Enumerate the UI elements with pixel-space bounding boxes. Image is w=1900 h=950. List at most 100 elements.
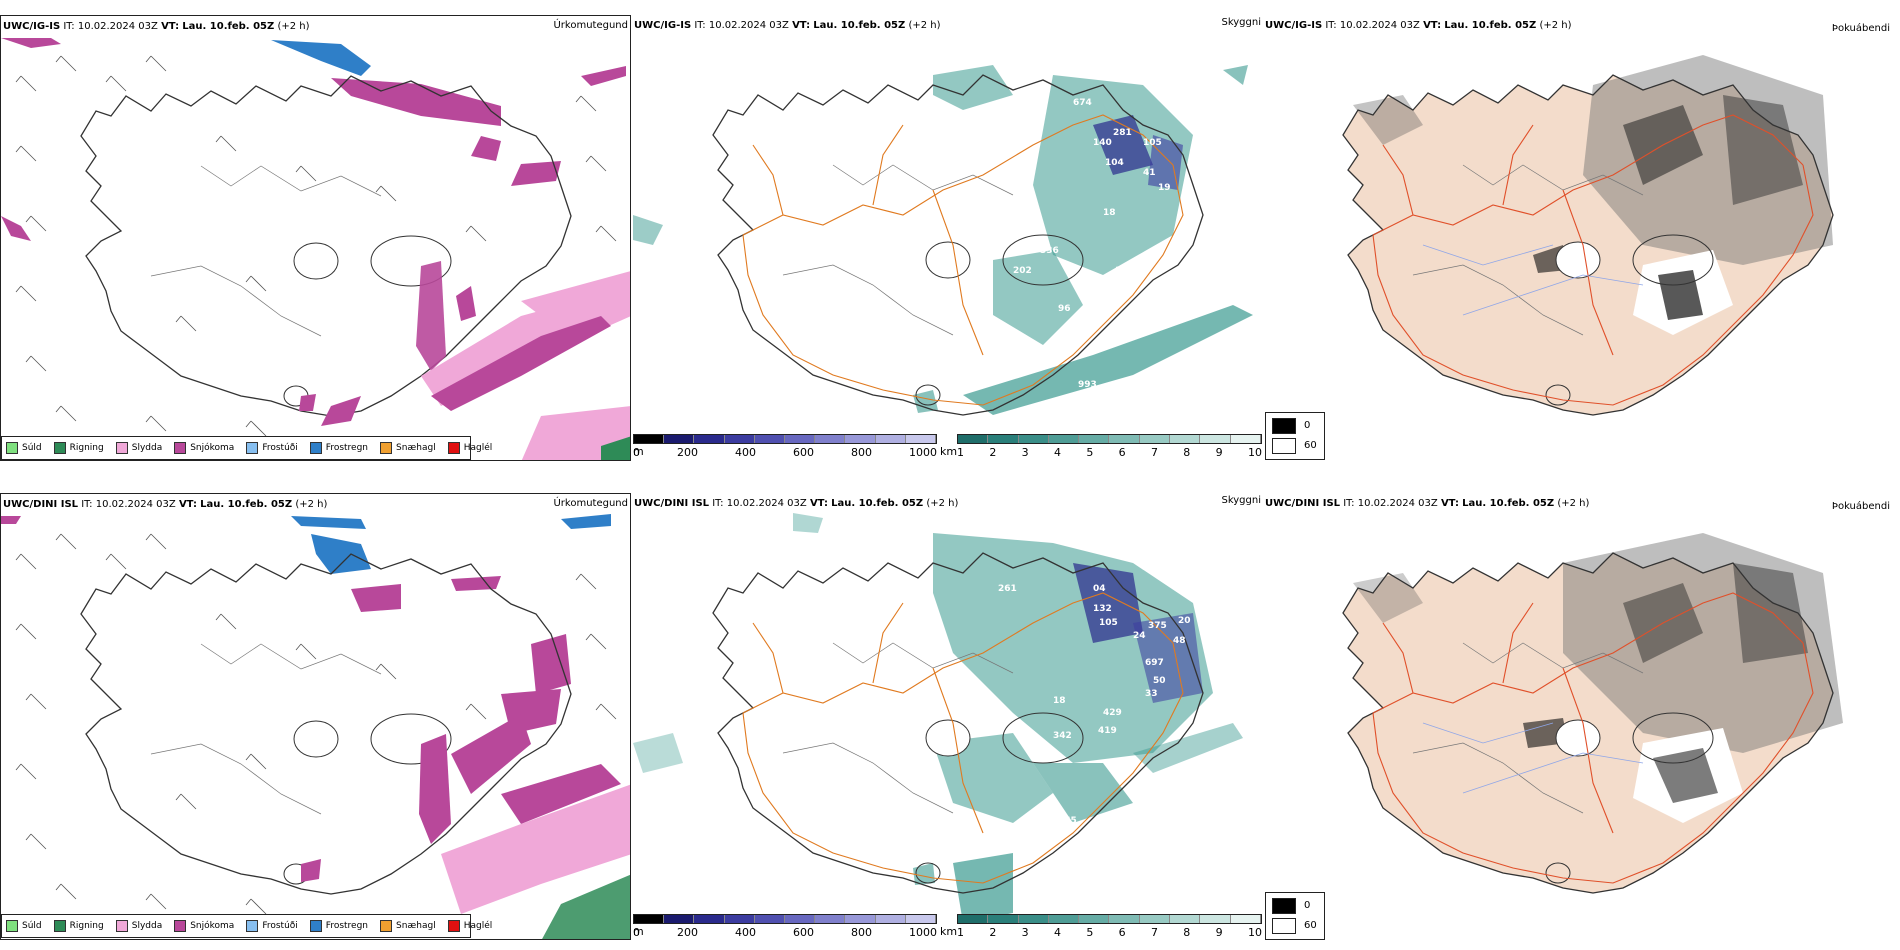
precip-type-panel-row1: UWC/IG-IS IT: 10.02.2024 03Z VT: Lau. 10… (0, 15, 631, 461)
precip-type-map-row2 (1, 514, 630, 939)
visibility-scale-km-row2: 1 2 3 4 5 6 7 8 9 10 (957, 914, 1262, 942)
panel-title-visibility-row2: Skyggni (1221, 495, 1261, 506)
vis-label: 429 (1103, 708, 1122, 718)
legend-item: Slydda (115, 920, 162, 932)
panel-title-fog-row1: Þokuábendi (1831, 23, 1890, 34)
vis-label: 261 (998, 584, 1017, 594)
vis-label: 419 (1098, 726, 1117, 736)
legend-swatch (6, 442, 18, 454)
vis-label: 24 (1133, 631, 1146, 641)
scale-unit-m-row1: m (633, 445, 644, 458)
scale-cells (957, 914, 1262, 924)
vis-label: 20 (1178, 616, 1191, 626)
run-info-fog-row1: UWC/IG-IS IT: 10.02.2024 03Z VT: Lau. 10… (1265, 20, 1572, 31)
legend-swatch (246, 920, 259, 932)
legend-swatch (53, 442, 66, 454)
visibility-panel-row2: 261 04 132 105 24 375 20 48 697 50 33 18… (633, 493, 1263, 940)
panel-title-fog-row2: Þokuábendi (1831, 501, 1890, 512)
visibility-panel-row1: 181 674 281 140 105 104 41 19 18 336 202… (633, 15, 1263, 461)
vis-label: 04 (1093, 584, 1106, 594)
legend-item: Súld (6, 920, 42, 932)
scale-cells (957, 434, 1262, 444)
scale-unit-m-row2: m (633, 925, 644, 938)
legend-item: Frostregn (309, 920, 368, 932)
visibility-labels-row2: 261 04 132 105 24 375 20 48 697 50 33 18… (998, 584, 1191, 826)
fog-legend-row1: 0 60 (1265, 412, 1325, 460)
legend-item: Frostúði (246, 920, 298, 932)
legend-item: Haglél (447, 920, 492, 932)
vis-label: 41 (1143, 168, 1156, 178)
legend-item: Haglél (447, 442, 492, 454)
fog-swatch-dark (1272, 898, 1296, 914)
run-info-row1: UWC/IG-IS IT: 10.02.2024 03Z VT: Lau. 10… (3, 21, 310, 32)
vis-label: 342 (1053, 731, 1072, 741)
scale-unit-km-row1: km (940, 445, 958, 458)
precip-type-panel-row2: UWC/DINI ISL IT: 10.02.2024 03Z VT: Lau.… (0, 493, 631, 940)
legend-item: Rigning (53, 442, 104, 454)
visibility-scale-km-row1: 1 2 3 4 5 6 7 8 9 10 (957, 434, 1262, 462)
precip-legend-row2: Súld Rigning Slydda Snjókoma Frostúði Fr… (1, 914, 492, 938)
legend-item: Slydda (115, 442, 162, 454)
vis-label: 674 (1073, 98, 1092, 108)
vis-label: 96 (1058, 304, 1071, 314)
run-info-row2: UWC/DINI ISL IT: 10.02.2024 03Z VT: Lau.… (3, 499, 328, 510)
panel-title-visibility-row1: Skyggni (1221, 17, 1261, 28)
vis-label: 19 (1115, 266, 1128, 276)
scale-cells (633, 434, 937, 444)
panel-title-precip-row1: Úrkomutegund (553, 20, 628, 31)
precip-legend-row1: Súld Rigning Slydda Snjókoma Frostúði Fr… (1, 436, 492, 460)
visibility-map-row1: 181 674 281 140 105 104 41 19 18 336 202… (633, 65, 1253, 461)
legend-swatch (174, 442, 187, 454)
legend-item: Rigning (53, 920, 104, 932)
vis-label: 105 (1143, 138, 1162, 148)
visibility-scale-m-row1: 0 200 400 600 800 1000 (633, 434, 937, 462)
vis-label: 140 (1093, 138, 1112, 148)
vis-label: 355 (1058, 338, 1077, 348)
legend-swatch (53, 920, 66, 932)
legend-swatch (6, 920, 18, 932)
legend-item: Snæhagl (380, 442, 436, 454)
fog-map-row1 (1263, 55, 1900, 461)
fog-swatch-light (1272, 918, 1296, 934)
run-info-vis-row1: UWC/IG-IS IT: 10.02.2024 03Z VT: Lau. 10… (634, 20, 941, 31)
scale-ticks: 0 200 400 600 800 1000 (633, 446, 937, 459)
fog-panel-row1: UWC/IG-IS IT: 10.02.2024 03Z VT: Lau. 10… (1263, 15, 1900, 461)
vis-label: 978 (1083, 290, 1102, 300)
visibility-map-row2: 261 04 132 105 24 375 20 48 697 50 33 18… (633, 513, 1243, 923)
vis-label: 365 (1058, 816, 1077, 826)
legend-item: Frostúði (246, 442, 298, 454)
vis-label: 375 (1148, 621, 1167, 631)
scale-unit-km-row2: km (940, 925, 958, 938)
fog-panel-row2: UWC/DINI ISL IT: 10.02.2024 03Z VT: Lau.… (1263, 493, 1900, 940)
legend-item: Frostregn (309, 442, 368, 454)
scale-ticks: 0 200 400 600 800 1000 (633, 926, 937, 939)
legend-item: Súld (6, 442, 42, 454)
visibility-labels-row1: 181 674 281 140 105 104 41 19 18 336 202… (1013, 98, 1171, 390)
run-info-fog-row2: UWC/DINI ISL IT: 10.02.2024 03Z VT: Lau.… (1265, 498, 1590, 509)
fog-legend-row2: 0 60 (1265, 892, 1325, 940)
fog-swatch-dark (1272, 418, 1296, 434)
vis-label: 697 (1145, 658, 1164, 668)
legend-item: Snæhagl (380, 920, 436, 932)
vis-label: 50 (1153, 676, 1166, 686)
panel-title-precip-row2: Úrkomutegund (553, 498, 628, 509)
visibility-scale-m-row2: 0 200 400 600 800 1000 (633, 914, 937, 942)
legend-swatch (447, 442, 460, 454)
legend-swatch (380, 920, 393, 932)
vis-label: 48 (1173, 636, 1186, 646)
vis-label: 993 (1078, 380, 1097, 390)
fog-map-row2 (1263, 533, 1843, 940)
vis-label: 281 (1113, 128, 1132, 138)
legend-swatch (115, 920, 128, 932)
fog-swatch-light (1272, 438, 1296, 454)
run-info-vis-row2: UWC/DINI ISL IT: 10.02.2024 03Z VT: Lau.… (634, 498, 959, 509)
vis-label: 18 (1053, 696, 1066, 706)
vis-label: 132 (1093, 604, 1112, 614)
legend-item: Snjókoma (174, 442, 234, 454)
legend-swatch (115, 442, 128, 454)
legend-swatch (174, 920, 187, 932)
legend-swatch (246, 442, 259, 454)
precip-type-map-row1 (1, 38, 630, 460)
scale-ticks: 1 2 3 4 5 6 7 8 9 10 (957, 446, 1262, 459)
vis-label: 105 (1099, 618, 1118, 628)
